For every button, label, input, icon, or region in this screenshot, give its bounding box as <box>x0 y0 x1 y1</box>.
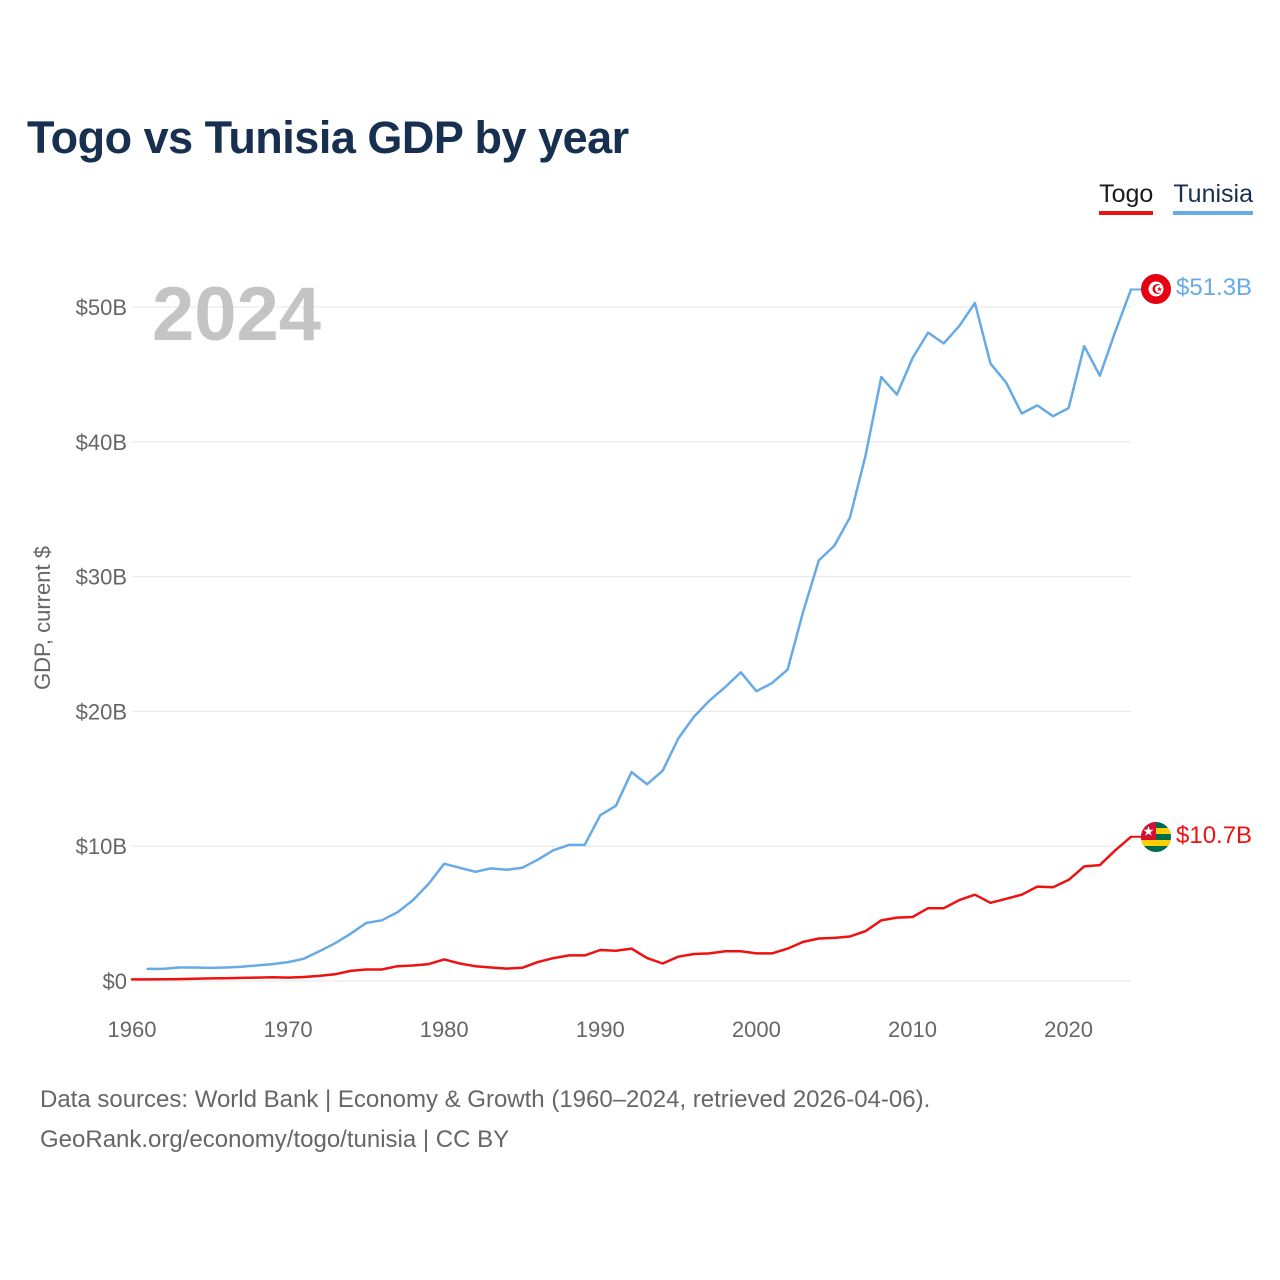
series-line-tunisia[interactable] <box>146 288 1133 971</box>
x-axis-ticks: 1960 1970 1980 1990 2000 2010 2020 <box>108 1017 1094 1042</box>
legend-item-togo[interactable]: Togo <box>1099 180 1154 215</box>
x-tick-label: 2000 <box>732 1017 781 1042</box>
y-tick-label: $50B <box>76 295 127 320</box>
x-tick-label: 2010 <box>888 1017 937 1042</box>
x-tick-label: 1980 <box>420 1017 469 1042</box>
tunisia-flag-icon <box>1141 274 1171 304</box>
legend: Togo Tunisia <box>1099 180 1253 215</box>
togo-end-label: $10.7B <box>1176 822 1252 849</box>
x-tick-label: 1970 <box>264 1017 313 1042</box>
y-tick-label: $10B <box>76 834 127 859</box>
y-axis-label: GDP, current $ <box>30 546 55 690</box>
legend-item-tunisia[interactable]: Tunisia <box>1173 180 1253 215</box>
x-tick-label: 1990 <box>576 1017 625 1042</box>
x-tick-label: 2020 <box>1044 1017 1093 1042</box>
tunisia-end-label: $51.3B <box>1176 274 1252 301</box>
y-tick-label: $0 <box>103 969 127 994</box>
grid-lines <box>132 306 1131 982</box>
y-tick-label: $30B <box>76 565 127 590</box>
data-source-note: Data sources: World Bank | Economy & Gro… <box>40 1086 931 1113</box>
y-tick-label: $40B <box>76 430 127 455</box>
y-axis-ticks: $0 $10B $20B $30B $40B $50B <box>76 295 127 994</box>
togo-flag-icon <box>1141 822 1171 852</box>
gdp-line-chart: $0 $10B $20B $30B $40B $50B 1960 1970 1980 1990 2… <box>30 272 1252 1042</box>
footer: Data sources: World Bank | Economy & Gro… <box>40 1080 930 1160</box>
chart-title: Togo vs Tunisia GDP by year <box>27 112 629 163</box>
attribution-link[interactable]: GeoRank.org/economy/togo/tunisia | CC BY <box>40 1126 510 1153</box>
series-line-togo[interactable] <box>130 835 1133 981</box>
x-tick-label: 1960 <box>108 1017 157 1042</box>
series-lines <box>130 288 1141 981</box>
year-watermark: 2024 <box>152 272 321 357</box>
y-tick-label: $20B <box>76 699 127 724</box>
